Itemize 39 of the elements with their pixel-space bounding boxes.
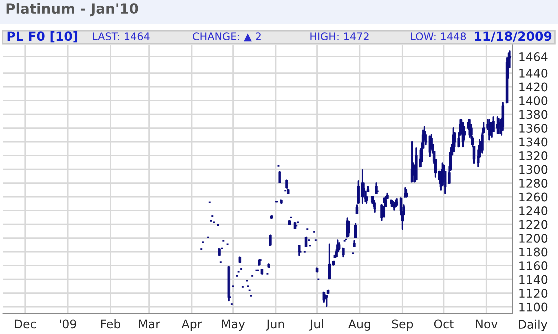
x-tick-label: Mar [139,320,160,329]
text: Daily [519,320,548,332]
text: 11/18/2009 [475,32,552,42]
chart-title: Platinum - Jan'10 [6,3,138,17]
y-tick-label: 1180 [520,248,548,257]
y-tick-label: 1160 [520,262,548,270]
x-tick-label: Apr [182,320,202,331]
x-tick-label: Aug [348,320,370,331]
x-tick-label: '09 [60,320,76,329]
y-tick-label: 1340 [520,138,548,147]
y-tick-label: 1464 [520,52,548,62]
y-tick-label: 1240 [520,206,548,216]
y-tick-label: 1280 [520,179,548,188]
text: CHANGE: ▲ 2 [193,32,261,42]
x-tick-label: Dec [15,320,36,329]
x-tick-label: Nov [476,320,498,329]
x-tick-label: Oct [434,320,454,329]
x-tick-label: Jul [310,320,324,331]
y-tick-label: 1140 [520,275,548,284]
x-tick-label: Sep [392,320,414,331]
y-tick-label: 1200 [520,234,548,243]
text: HIGH: 1472 [310,32,369,41]
y-tick-label: 1360 [520,124,548,133]
y-tick-label: 1100 [520,302,548,312]
text: PL F0 [10] [8,31,78,43]
x-tick-label: Jun [266,320,284,331]
y-tick-label: 1120 [520,289,548,298]
y-tick-label: 1440 [520,69,548,78]
text: LAST: 1464 [93,32,150,41]
y-tick-label: 1220 [520,220,548,230]
x-tick-label: Feb [101,320,121,329]
y-tick-label: 1400 [520,96,548,106]
y-tick-label: 1260 [520,192,548,202]
text: LOW: 1448 [411,32,466,41]
y-tick-label: 1320 [520,152,548,160]
y-tick-label: 1380 [520,110,548,120]
y-tick-label: 1420 [520,82,548,92]
x-tick-label: May [222,320,246,331]
y-tick-label: 1300 [520,165,548,174]
